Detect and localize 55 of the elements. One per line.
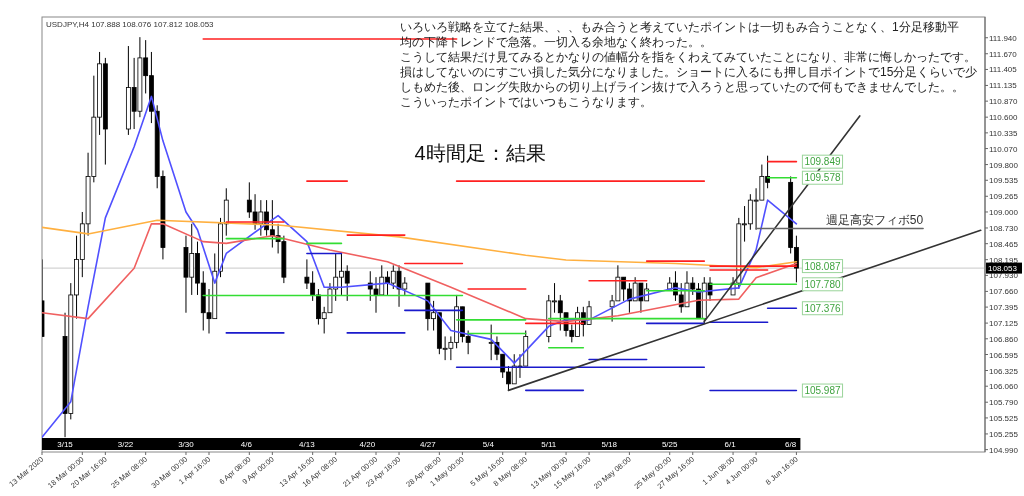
x2-tick-label: 4/27 xyxy=(420,440,437,449)
y-tick-label: 111.405 xyxy=(989,65,1018,75)
x2-tick-label: 6/1 xyxy=(724,440,737,449)
y-tick-label: 106.860 xyxy=(989,334,1019,344)
x2-tick-label: 5/18 xyxy=(601,440,618,449)
y-tick-label: 106.060 xyxy=(989,382,1019,392)
annotation: こういったポイントではいつもこうなります。 xyxy=(400,95,652,109)
x2-tick-label: 3/15 xyxy=(57,440,74,449)
y-tick-label: 105.790 xyxy=(989,398,1019,408)
annotation: 損はしてないのにすごい損した気分になりました。ショートに入るにも押し目ポイントで15分足くらいで少 xyxy=(400,65,978,79)
annotation: いろいろ戦略を立てた結果、、、もみ合うと考えていたポイントは一切もみ合うことなく、1分足移動平 xyxy=(400,20,959,34)
y-tick-label: 108.730 xyxy=(989,223,1019,233)
x2-tick-label: 5/25 xyxy=(661,440,679,449)
y-tick-label: 107.660 xyxy=(989,287,1019,297)
x2-tick-label: 3/30 xyxy=(178,440,195,449)
y-tick-label: 107.930 xyxy=(989,271,1019,281)
y-tick-label: 108.195 xyxy=(989,255,1019,265)
y-tick-label: 109.535 xyxy=(989,176,1019,186)
y-tick-label: 108.465 xyxy=(989,239,1019,249)
y-tick-label: 109.000 xyxy=(989,207,1019,217)
y-tick-label: 110.335 xyxy=(989,128,1018,138)
chart-subtitle: USDJPY,H4 107.888 108.076 107.812 108.053 xyxy=(46,20,215,29)
y-tick-label: 111.940 xyxy=(989,33,1018,43)
y-tick-label: 111.135 xyxy=(989,81,1018,91)
series-label: 週足高安フィボ50 xyxy=(825,212,924,227)
y-tick-label: 109.265 xyxy=(989,192,1019,202)
x2-tick-label: 3/22 xyxy=(117,440,134,449)
y-tick-label: 110.070 xyxy=(989,144,1018,154)
ref-line-label: 108.053 xyxy=(988,264,1018,274)
y-tick-label: 110.870 xyxy=(989,97,1018,107)
x2-tick-label: 5/11 xyxy=(541,440,557,449)
annotation: 105.987 xyxy=(804,385,841,397)
y-tick-label: 110.600 xyxy=(989,113,1018,123)
y-tick-label: 105.255 xyxy=(989,429,1019,439)
x2-tick-label: 4/13 xyxy=(299,440,316,449)
x2-tick-label: 5/4 xyxy=(482,440,495,449)
text: 4時間足：結果 xyxy=(414,142,546,164)
y-tick-label: 106.325 xyxy=(989,366,1019,376)
annotation: 109.849 xyxy=(804,156,841,168)
y-tick-label: 107.125 xyxy=(989,319,1019,329)
annotation: 107.780 xyxy=(804,278,841,290)
annotation: 108.087 xyxy=(804,260,841,272)
y-tick-label: 104.990 xyxy=(989,445,1019,455)
annotation: 107.376 xyxy=(804,302,841,314)
x2-tick-label: 6/8 xyxy=(785,440,797,449)
y-tick-label: 105.525 xyxy=(989,413,1019,423)
x2-tick-label: 4/20 xyxy=(359,440,376,449)
annotation: しもめた後、ロング失敗からの切り上げライン抜けで入ろうと思っていたので何もできませんでした。。 xyxy=(400,80,964,94)
y-tick-label: 106.595 xyxy=(989,350,1019,360)
annotation: こうして結果だけ見てみるとかなりの値幅分を指をくわえてみていたことになり、非常に悔しかったです。 xyxy=(400,50,976,64)
x2-tick-label: 4/6 xyxy=(240,440,253,449)
y-tick-label: 111.670 xyxy=(989,49,1018,59)
annotation: 109.578 xyxy=(804,172,841,184)
y-tick-label: 107.395 xyxy=(989,303,1019,313)
y-tick-label: 109.800 xyxy=(989,160,1019,170)
